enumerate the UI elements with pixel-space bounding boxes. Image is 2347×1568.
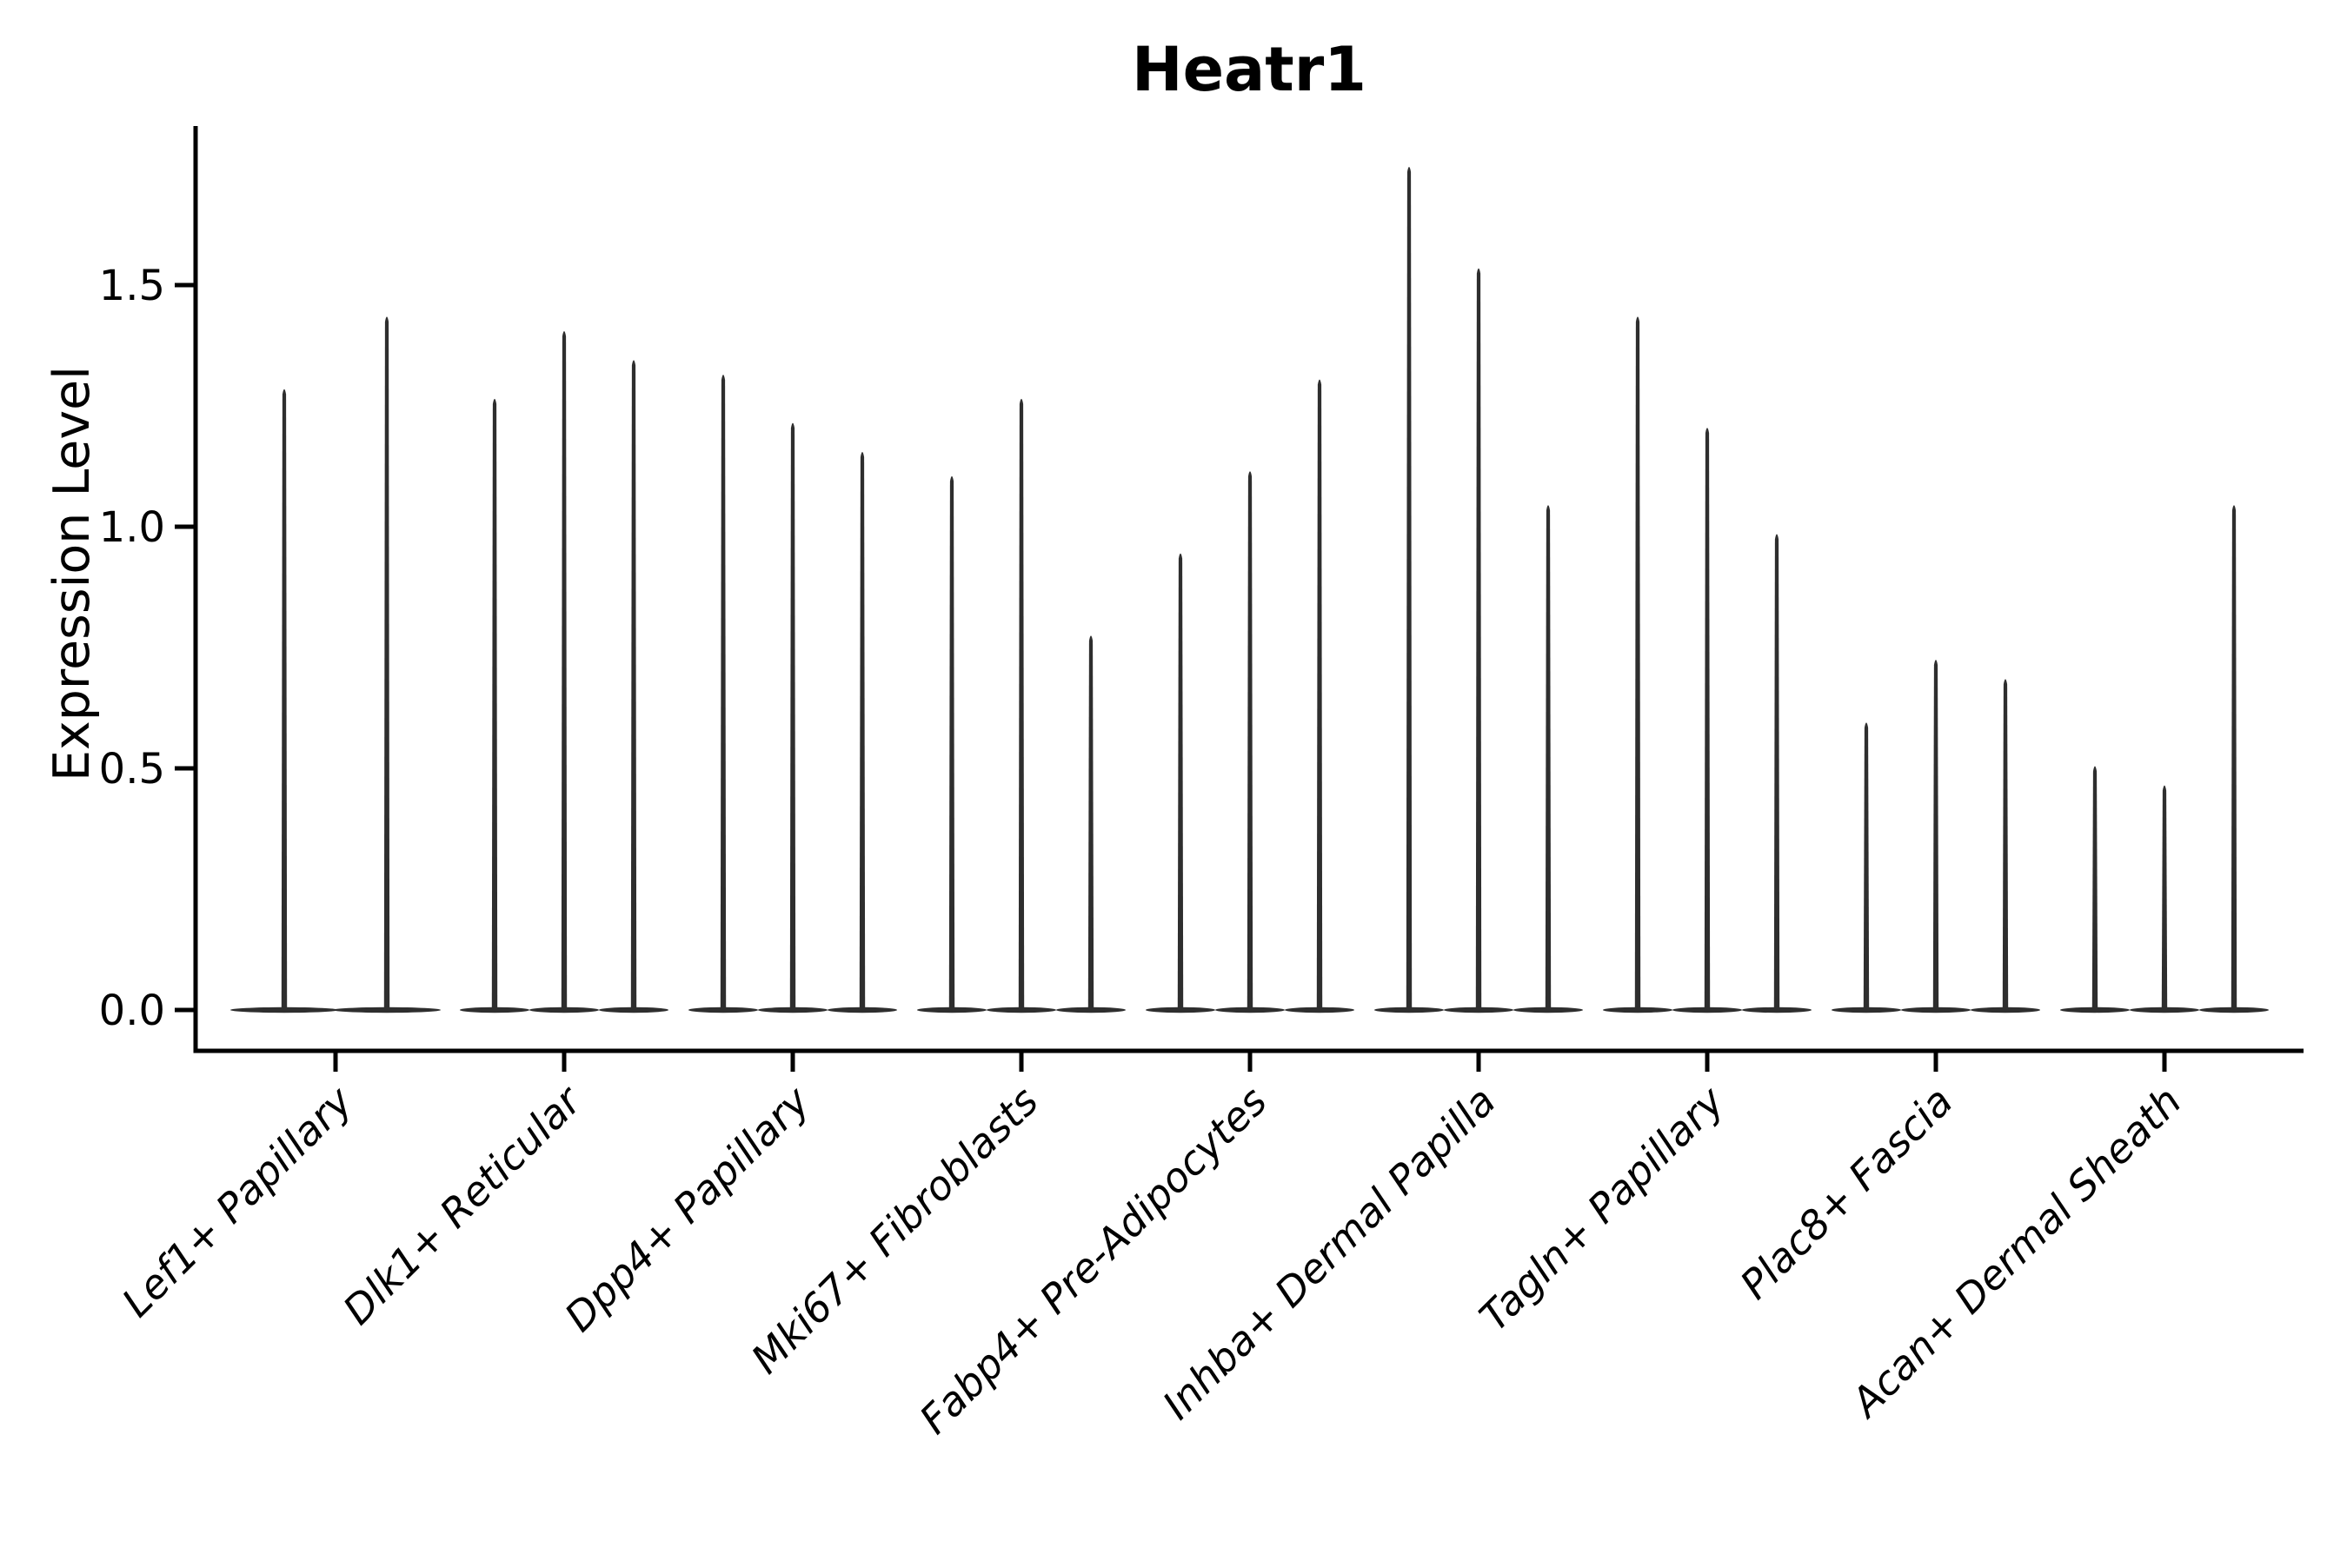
violin-spike xyxy=(491,398,498,1010)
violin-spike xyxy=(1863,722,1870,1010)
violin-group xyxy=(917,398,1126,1013)
y-axis-title: Expression Level xyxy=(43,366,101,781)
x-tick-label: Lef1+ Papillary xyxy=(113,1077,362,1325)
chart-title: Heatr1 xyxy=(1132,34,1366,105)
violin-spike xyxy=(383,316,390,1010)
violin-spike xyxy=(1545,505,1552,1010)
violin-group xyxy=(460,331,668,1013)
y-tick-labels: 0.0 0.5 1.0 1.5 xyxy=(99,262,165,1035)
x-tick-label: Plac8+ Fascia xyxy=(1731,1078,1961,1308)
x-tick-label: Dlk1+ Reticular xyxy=(334,1075,592,1333)
violin-spike xyxy=(1406,167,1413,1010)
y-tick-label: 1.5 xyxy=(99,262,165,310)
violin-spike xyxy=(1177,553,1184,1010)
x-tick-label: Dpp4+ Papillary xyxy=(555,1077,819,1340)
violin-spike xyxy=(859,452,866,1010)
violin-spike xyxy=(281,389,288,1010)
violin-spike xyxy=(789,422,796,1010)
violin-spike xyxy=(1634,316,1641,1010)
violin-spike xyxy=(1087,635,1094,1010)
x-tick-label: Tagln+ Papillary xyxy=(1470,1077,1733,1340)
violin-spike xyxy=(1704,428,1711,1010)
violin-spike xyxy=(720,375,727,1011)
violin-group xyxy=(688,375,897,1013)
violin-spike xyxy=(2231,505,2237,1010)
violin-spike xyxy=(1316,379,1323,1010)
violin-group xyxy=(1832,660,2040,1013)
violin-group xyxy=(1603,316,1812,1013)
violin-spike xyxy=(948,475,955,1010)
violin-spike xyxy=(1018,398,1025,1010)
violins-layer xyxy=(230,167,2269,1013)
violin-spike xyxy=(561,331,568,1010)
violin-spike xyxy=(1475,268,1482,1010)
violin-spike xyxy=(2002,679,2009,1010)
y-tick-label: 1.0 xyxy=(99,503,165,552)
y-tick-label: 0.5 xyxy=(99,745,165,794)
violin-spike xyxy=(2091,766,2098,1010)
violin-spike xyxy=(630,360,637,1010)
violin-group xyxy=(2060,505,2269,1013)
violin-group xyxy=(230,316,441,1013)
violin-group xyxy=(1146,379,1354,1013)
violin-spike xyxy=(1932,660,1939,1010)
y-tick-label: 0.0 xyxy=(99,987,165,1035)
violin-group xyxy=(1374,167,1583,1013)
violin-spike xyxy=(2161,785,2168,1010)
axes xyxy=(175,126,2304,1072)
violin-spike xyxy=(1773,534,1780,1010)
violin-spike xyxy=(1247,471,1253,1010)
